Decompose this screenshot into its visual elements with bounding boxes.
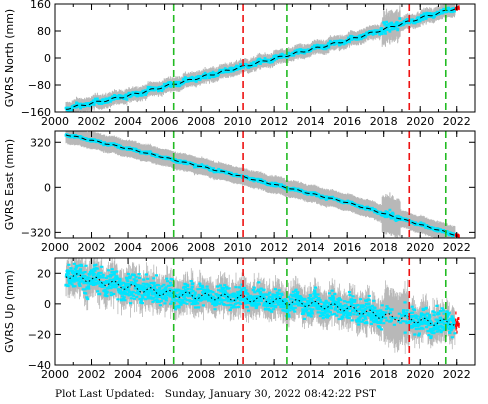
north-x-tick-label: 2022	[443, 115, 471, 128]
north-model-line	[65, 6, 459, 110]
east-y-tick-label: 0	[44, 181, 51, 194]
east-x-tick-label: 2016	[333, 241, 361, 254]
up-data-points	[64, 262, 457, 339]
north-x-tick-label: 2014	[297, 115, 325, 128]
up-x-tick-label: 2004	[114, 368, 142, 381]
north-x-tick-label: 2006	[151, 115, 179, 128]
up-y-tick-label: −40	[28, 359, 51, 372]
up-x-tick-label: 2006	[151, 368, 179, 381]
east-x-tick-label: 2022	[443, 241, 471, 254]
up-x-tick-label: 2008	[187, 368, 215, 381]
north-x-tick-label: 2018	[370, 115, 398, 128]
up-y-axis-label: GVRS Up (mm)	[3, 270, 16, 353]
north-y-tick-label: −160	[21, 106, 51, 119]
north-x-tick-label: 2010	[224, 115, 252, 128]
up-y-tick-label: 20	[37, 267, 51, 280]
north-x-tick-label: 2000	[41, 115, 69, 128]
east-y-tick-label: −320	[21, 226, 51, 239]
north-x-tick-label: 2002	[78, 115, 106, 128]
north-x-tick-label: 2016	[333, 115, 361, 128]
east-panel: 2000 2002 2004 2006 2008 2010 2012 2014 2016 2018…	[3, 130, 476, 254]
up-frame	[54, 257, 476, 366]
north-x-tick-label: 2008	[187, 115, 215, 128]
up-recent-points	[454, 311, 460, 334]
up-x-tick-label: 2016	[333, 368, 361, 381]
up-x-tick-label: 2012	[260, 368, 288, 381]
up-x-tick-label: 2020	[406, 368, 434, 381]
footer-timestamp: Sunday, January 30, 2022 08:42:22 PST	[164, 388, 377, 400]
east-x-tick-label: 2018	[370, 241, 398, 254]
east-x-tick-label: 2010	[224, 241, 252, 254]
up-plot-area	[64, 258, 460, 354]
east-x-tick-label: 2000	[41, 241, 69, 254]
east-frame	[54, 130, 476, 239]
east-plot-area	[64, 131, 460, 238]
north-x-tick-label: 2004	[114, 115, 142, 128]
east-model-line	[65, 134, 459, 236]
plot-updated-footer: Plot Last Updated: Sunday, January 30, 2…	[55, 388, 475, 402]
north-recent-points	[454, 5, 460, 11]
east-y-axis-label: GVRS East (mm)	[3, 139, 16, 230]
up-x-tick-label: 2010	[224, 368, 252, 381]
east-error-bars	[65, 131, 456, 238]
east-x-tick-label: 2004	[114, 241, 142, 254]
east-y-tick-label: 320	[30, 136, 51, 149]
east-x-tick-label: 2002	[78, 241, 106, 254]
north-x-tick-label: 2012	[260, 115, 288, 128]
up-panel: 2000 2002 2004 2006 2008 2010 2012 2014 2016 2018…	[3, 257, 476, 381]
up-x-tick-label: 2022	[443, 368, 471, 381]
up-x-tick-label: 2000	[41, 368, 69, 381]
east-x-tick-label: 2014	[297, 241, 325, 254]
north-y-tick-label: −80	[28, 79, 51, 92]
north-plot-area	[64, 4, 460, 112]
up-model-line	[65, 273, 459, 326]
up-x-tick-label: 2018	[370, 368, 398, 381]
up-x-tick-label: 2014	[297, 368, 325, 381]
up-x-tick-label: 2002	[78, 368, 106, 381]
north-panel: 2000 2002 2004 2006 2008 2010 2012 2014 2016 2018…	[3, 0, 476, 128]
north-y-axis-label: GVRS North (mm)	[3, 9, 16, 107]
footer-label: Plot Last Updated:	[55, 388, 155, 400]
up-y-tick-label: 0	[44, 298, 51, 311]
north-y-tick-label: 160	[30, 0, 51, 11]
up-y-tick-label: −20	[28, 328, 51, 341]
north-y-tick-label: 80	[37, 25, 51, 38]
north-y-tick-label: 0	[44, 52, 51, 65]
north-x-tick-label: 2020	[406, 115, 434, 128]
east-x-tick-label: 2008	[187, 241, 215, 254]
east-recent-points	[454, 233, 460, 238]
east-x-tick-label: 2020	[406, 241, 434, 254]
east-x-tick-label: 2012	[260, 241, 288, 254]
east-x-tick-label: 2006	[151, 241, 179, 254]
